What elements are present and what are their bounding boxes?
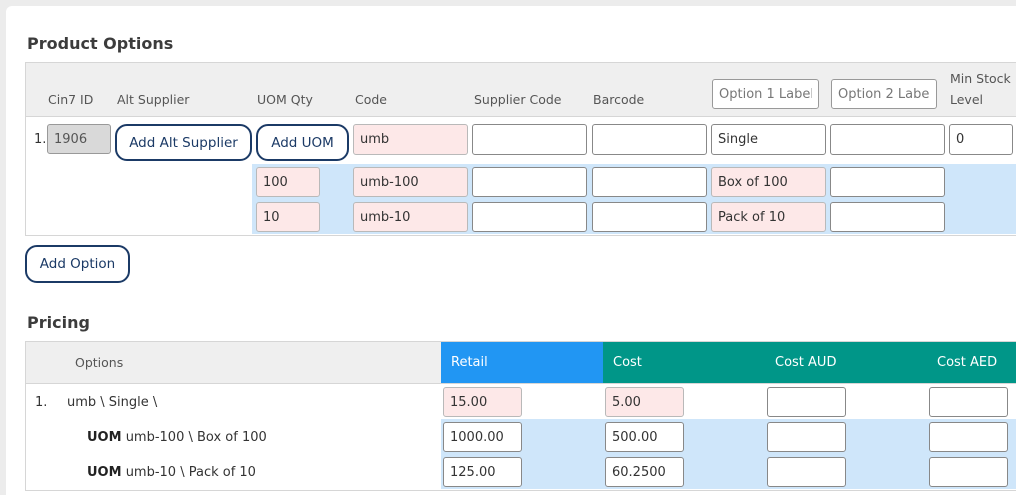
uom-supplier-code-input[interactable] bbox=[472, 202, 587, 232]
cost-price-input[interactable] bbox=[605, 387, 684, 417]
pricing-row-label: umb \ Single \ bbox=[67, 395, 158, 410]
col-header-cin7-id: Cin7 ID bbox=[48, 92, 94, 107]
add-option-button[interactable]: Add Option bbox=[25, 245, 130, 283]
pricing-uom-band bbox=[441, 419, 1016, 489]
cost-aed-input[interactable] bbox=[929, 422, 1008, 452]
row-number: 1. bbox=[34, 132, 47, 147]
cost-aed-input[interactable] bbox=[929, 387, 1008, 417]
min-stock-input[interactable] bbox=[949, 124, 1013, 155]
retail-header-cell bbox=[441, 342, 603, 383]
add-alt-supplier-button[interactable]: Add Alt Supplier bbox=[115, 124, 252, 161]
pricing-row-number: 1. bbox=[35, 395, 48, 410]
uom-code-input[interactable] bbox=[353, 202, 468, 232]
cin7-id-field bbox=[47, 124, 111, 154]
option1-label-input[interactable] bbox=[712, 79, 819, 109]
uom-code-input[interactable] bbox=[353, 167, 468, 197]
retail-price-input[interactable] bbox=[443, 457, 522, 487]
option2-label-input[interactable] bbox=[831, 79, 937, 109]
cost-price-input[interactable] bbox=[605, 422, 684, 452]
col-header-barcode: Barcode bbox=[593, 92, 645, 107]
pricing-header-cost-aud: Cost AUD bbox=[775, 355, 837, 370]
pricing-header-cost-aed: Cost AED bbox=[937, 355, 998, 370]
col-header-supplier-code: Supplier Code bbox=[474, 92, 562, 107]
option1-input[interactable] bbox=[711, 124, 826, 155]
cost-header-cell bbox=[603, 342, 1016, 383]
uom-option1-input[interactable] bbox=[711, 202, 826, 232]
uom-barcode-input[interactable] bbox=[592, 202, 707, 232]
uom-row-text: umb-10 \ Pack of 10 bbox=[125, 465, 256, 480]
cost-aud-input[interactable] bbox=[767, 457, 846, 487]
code-input[interactable] bbox=[353, 124, 468, 155]
pricing-uom-row-label: UOM umb-10 \ Pack of 10 bbox=[87, 465, 256, 480]
pricing-header-options: Options bbox=[75, 355, 124, 370]
product-options-table bbox=[25, 62, 1016, 236]
uom-row-text: umb-100 \ Box of 100 bbox=[125, 430, 267, 445]
pricing-header-cost: Cost bbox=[613, 355, 642, 370]
uom-option2-input[interactable] bbox=[830, 202, 945, 232]
uom-barcode-input[interactable] bbox=[592, 167, 707, 197]
pricing-header-divider bbox=[26, 383, 1016, 384]
uom-prefix: UOM bbox=[87, 430, 122, 445]
retail-price-input[interactable] bbox=[443, 387, 522, 417]
uom-supplier-code-input[interactable] bbox=[472, 167, 587, 197]
cost-price-input[interactable] bbox=[605, 457, 684, 487]
col-header-alt-supplier: Alt Supplier bbox=[117, 92, 190, 107]
pricing-uom-row-label: UOM umb-100 \ Box of 100 bbox=[87, 430, 267, 445]
col-header-min-stock-level: Level bbox=[950, 92, 983, 107]
add-uom-button[interactable]: Add UOM bbox=[256, 124, 349, 161]
pricing-title: Pricing bbox=[27, 313, 90, 332]
uom-prefix: UOM bbox=[87, 465, 122, 480]
uom-qty-input[interactable] bbox=[256, 167, 320, 197]
col-header-uom-qty: UOM Qty bbox=[257, 92, 313, 107]
cost-aud-input[interactable] bbox=[767, 422, 846, 452]
cost-aud-input[interactable] bbox=[767, 387, 846, 417]
cost-aed-input[interactable] bbox=[929, 457, 1008, 487]
product-options-title: Product Options bbox=[27, 34, 174, 53]
col-header-code: Code bbox=[355, 92, 388, 107]
col-header-min-stock: Min Stock bbox=[950, 71, 1011, 86]
uom-option2-input[interactable] bbox=[830, 167, 945, 197]
pricing-header-options-cell bbox=[26, 342, 442, 383]
uom-qty-input[interactable] bbox=[256, 202, 320, 232]
pricing-table bbox=[25, 341, 1016, 491]
option2-input[interactable] bbox=[830, 124, 945, 155]
pricing-header-retail: Retail bbox=[451, 355, 488, 370]
supplier-code-input[interactable] bbox=[472, 124, 587, 155]
retail-price-input[interactable] bbox=[443, 422, 522, 452]
barcode-input[interactable] bbox=[592, 124, 707, 155]
uom-option1-input[interactable] bbox=[711, 167, 826, 197]
header-divider bbox=[26, 116, 1016, 117]
